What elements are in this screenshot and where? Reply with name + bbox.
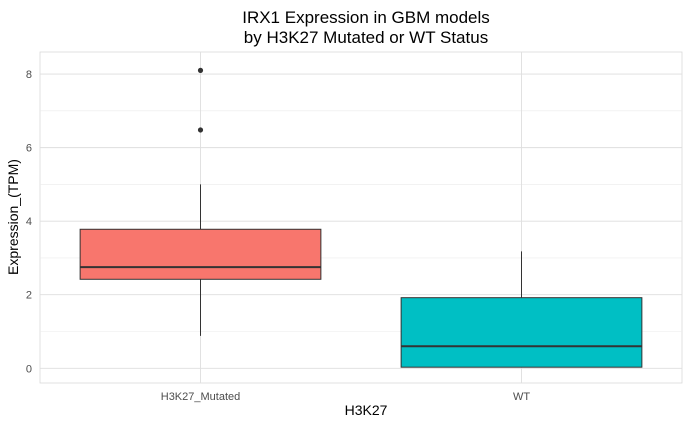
y-tick-label: 2 — [26, 290, 32, 302]
y-tick-label: 8 — [26, 69, 32, 81]
plot-panel-border — [39, 51, 683, 384]
box-wt — [400, 297, 643, 368]
y-tick-label: 4 — [26, 216, 32, 228]
outlier-point-h3k27-mutated — [197, 67, 204, 73]
mark-layer — [79, 67, 643, 368]
box-h3k27-mutated — [79, 228, 322, 280]
tick-layer: 0 2 4 6 8 H3K27_Mutated WT — [26, 69, 530, 403]
y-axis-title: Expression_(TPM) — [5, 159, 21, 275]
x-tick-label: WT — [513, 391, 530, 403]
chart-title-line-1: IRX1 Expression in GBM models — [242, 8, 490, 27]
outlier-point-h3k27-mutated — [197, 127, 204, 133]
x-tick-label: H3K27_Mutated — [161, 391, 241, 403]
y-tick-label: 0 — [26, 363, 32, 375]
chart-title-line-2: by H3K27 Mutated or WT Status — [244, 28, 488, 47]
x-axis-title: H3K27 — [345, 402, 388, 418]
y-tick-label: 6 — [26, 143, 32, 155]
